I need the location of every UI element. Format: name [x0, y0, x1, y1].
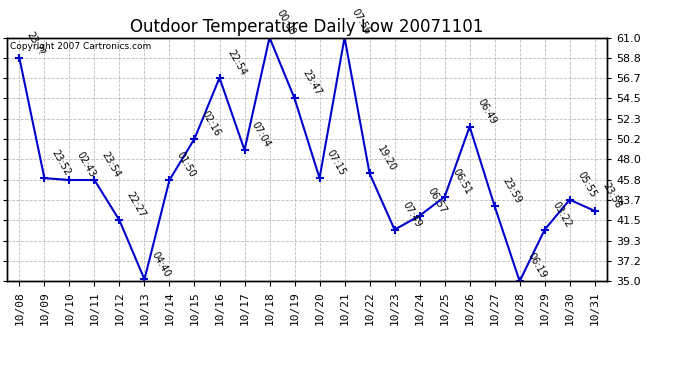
Text: Copyright 2007 Cartronics.com: Copyright 2007 Cartronics.com: [10, 42, 151, 51]
Text: 01:50: 01:50: [175, 150, 197, 179]
Text: 07:15: 07:15: [325, 148, 348, 177]
Text: 23:??: 23:??: [25, 30, 46, 57]
Text: 02:16: 02:16: [200, 109, 223, 138]
Text: 06:49: 06:49: [475, 97, 497, 126]
Text: 23:52: 23:52: [50, 148, 72, 177]
Text: 23:58: 23:58: [600, 181, 623, 210]
Text: 07:04: 07:04: [250, 120, 273, 149]
Text: 03:22: 03:22: [550, 200, 573, 229]
Text: 00:00: 00:00: [275, 8, 297, 37]
Text: 22:54: 22:54: [225, 48, 248, 77]
Text: 07:56: 07:56: [350, 8, 373, 37]
Text: 04:40: 04:40: [150, 250, 172, 279]
Text: 22:27: 22:27: [125, 190, 148, 219]
Text: 19:20: 19:20: [375, 144, 397, 172]
Text: 06:57: 06:57: [425, 186, 448, 215]
Text: 23:54: 23:54: [100, 150, 123, 179]
Text: 06:51: 06:51: [450, 167, 473, 196]
Text: 06:19: 06:19: [525, 252, 548, 280]
Title: Outdoor Temperature Daily Low 20071101: Outdoor Temperature Daily Low 20071101: [130, 18, 484, 36]
Text: 02:43: 02:43: [75, 150, 97, 179]
Text: 05:55: 05:55: [575, 170, 598, 199]
Text: 07:49: 07:49: [400, 200, 423, 229]
Text: 23:59: 23:59: [500, 176, 523, 206]
Text: 23:47: 23:47: [300, 68, 323, 98]
